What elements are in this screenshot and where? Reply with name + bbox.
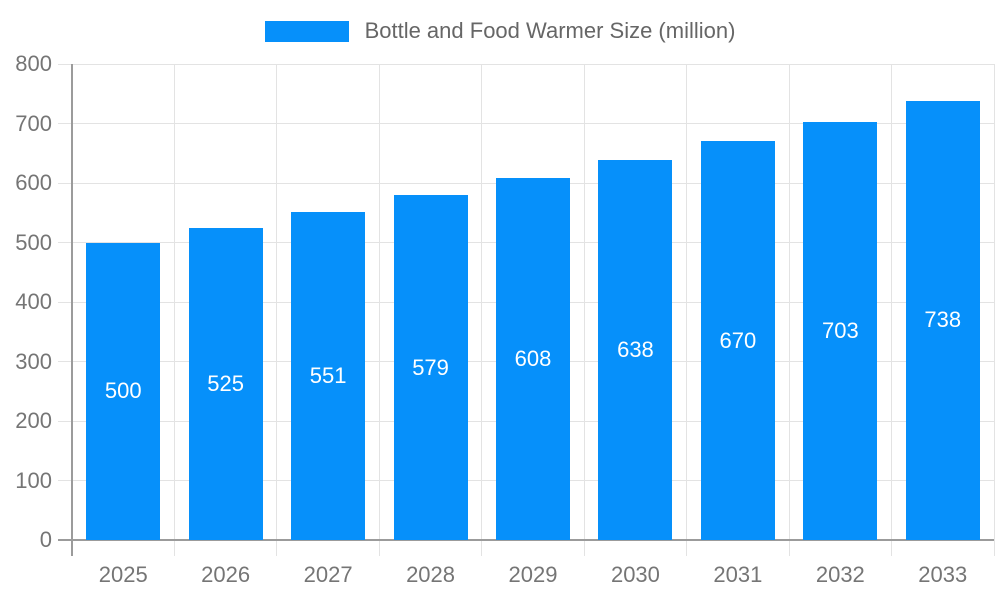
bar-value-label: 638 (617, 337, 654, 363)
bar-2027 (291, 212, 366, 540)
x-tick-mark (378, 540, 380, 556)
x-gridline (378, 64, 380, 540)
bar-value-label: 500 (104, 378, 142, 404)
x-axis-tick-label: 2025 (98, 562, 148, 587)
bar-value-label: 579 (412, 354, 449, 380)
y-tick-mark (58, 361, 72, 362)
legend-label: Bottle and Food Warmer Size (million) (364, 18, 736, 43)
x-gridline (891, 64, 893, 540)
bar-value-label: 670 (719, 327, 757, 353)
x-axis-tick-label: 2032 (815, 562, 865, 587)
bar-2031 (700, 141, 775, 540)
legend-swatch (264, 20, 349, 42)
bar-2025 (86, 242, 161, 540)
y-axis-tick-label: 0 (39, 527, 52, 552)
x-tick-mark (583, 540, 585, 556)
bar-value-label: 608 (514, 346, 552, 372)
x-tick-mark (788, 540, 790, 556)
x-gridline (993, 64, 995, 540)
y-axis-tick-label: 100 (15, 467, 52, 493)
bar-value-label: 738 (924, 307, 962, 333)
y-tick-mark (58, 301, 72, 303)
y-tick-mark (58, 420, 72, 422)
x-gridline (788, 64, 790, 540)
y-gridline (72, 123, 994, 124)
x-tick-mark (481, 540, 483, 556)
y-tick-mark (58, 123, 72, 124)
x-gridline (583, 64, 585, 540)
bar-value-label: 551 (309, 363, 347, 389)
x-axis-tick-label: 2028 (406, 562, 456, 587)
y-gridline (72, 63, 994, 65)
y-axis-line (71, 64, 73, 556)
bar-2030 (598, 160, 673, 540)
x-axis-tick-label: 2027 (303, 562, 353, 587)
x-axis-tick-label: 2033 (918, 562, 968, 587)
x-axis-line (58, 539, 994, 541)
bar-2032 (803, 121, 878, 540)
x-gridline (481, 64, 483, 540)
x-tick-mark (686, 540, 688, 556)
y-axis-tick-label: 700 (15, 110, 52, 136)
y-axis-tick-label: 500 (15, 229, 52, 255)
x-axis-tick-label: 2029 (508, 562, 558, 587)
x-tick-mark (173, 540, 175, 556)
y-tick-mark (58, 242, 72, 243)
x-axis-tick-label: 2030 (610, 562, 660, 587)
y-tick-mark (58, 63, 72, 65)
chart-legend: Bottle and Food Warmer Size (million) (0, 18, 1000, 44)
y-axis-tick-label: 800 (15, 51, 52, 76)
x-tick-mark (891, 540, 893, 556)
y-axis-tick-label: 400 (15, 289, 52, 314)
x-gridline (686, 64, 688, 540)
y-tick-mark (58, 182, 72, 184)
y-tick-mark (58, 480, 72, 481)
x-gridline (276, 64, 278, 540)
x-axis-tick-label: 2026 (201, 562, 251, 587)
bar-2028 (393, 195, 468, 540)
bar-value-label: 525 (207, 370, 245, 396)
bar-2029 (496, 178, 570, 540)
x-tick-mark (276, 540, 278, 556)
y-axis-tick-label: 300 (15, 348, 52, 374)
x-axis-tick-label: 2031 (713, 562, 763, 587)
bar-2033 (905, 100, 980, 540)
bar-2026 (188, 227, 263, 540)
bar-value-label: 703 (821, 317, 859, 343)
x-gridline (173, 64, 175, 540)
x-tick-mark (993, 540, 995, 556)
y-axis-tick-label: 200 (15, 408, 52, 433)
y-axis-tick-label: 600 (15, 170, 52, 195)
